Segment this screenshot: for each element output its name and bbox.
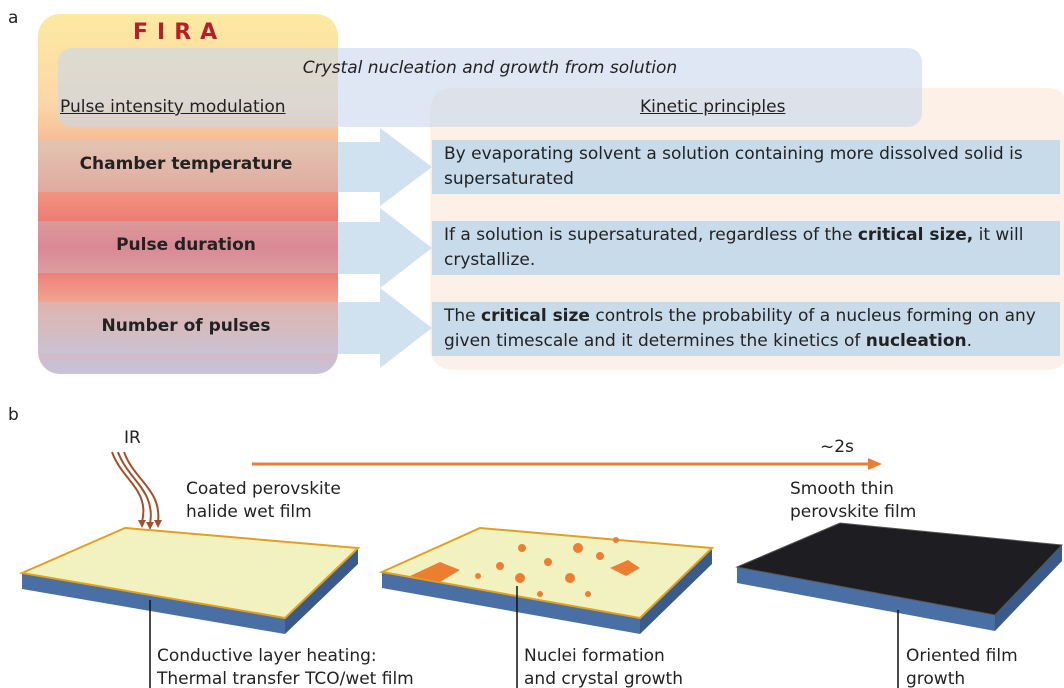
ir-rays [112,452,158,524]
caption: halide wet film [186,502,312,522]
plate [382,528,712,634]
caption: Oriented film [906,646,1018,666]
caption: Coated perovskite [186,479,341,499]
panel-label: b [8,405,19,425]
ir-label: IR [124,428,141,448]
plate [22,528,358,634]
panel-b: b IR ~2s Coated perovskite halide wet fi… [0,0,1064,688]
page: a FIRA Crystal nucleation and growth fro… [0,0,1064,688]
caption: and crystal growth [524,669,683,688]
caption: Thermal transfer TCO/wet film [156,669,414,688]
caption: Conductive layer heating: [157,646,377,666]
caption: Smooth thin [790,479,894,499]
time-label: ~2s [820,437,854,457]
caption: perovskite film [790,502,916,522]
plate [737,523,1062,631]
caption: growth [906,669,965,688]
caption: Nuclei formation [524,646,665,666]
